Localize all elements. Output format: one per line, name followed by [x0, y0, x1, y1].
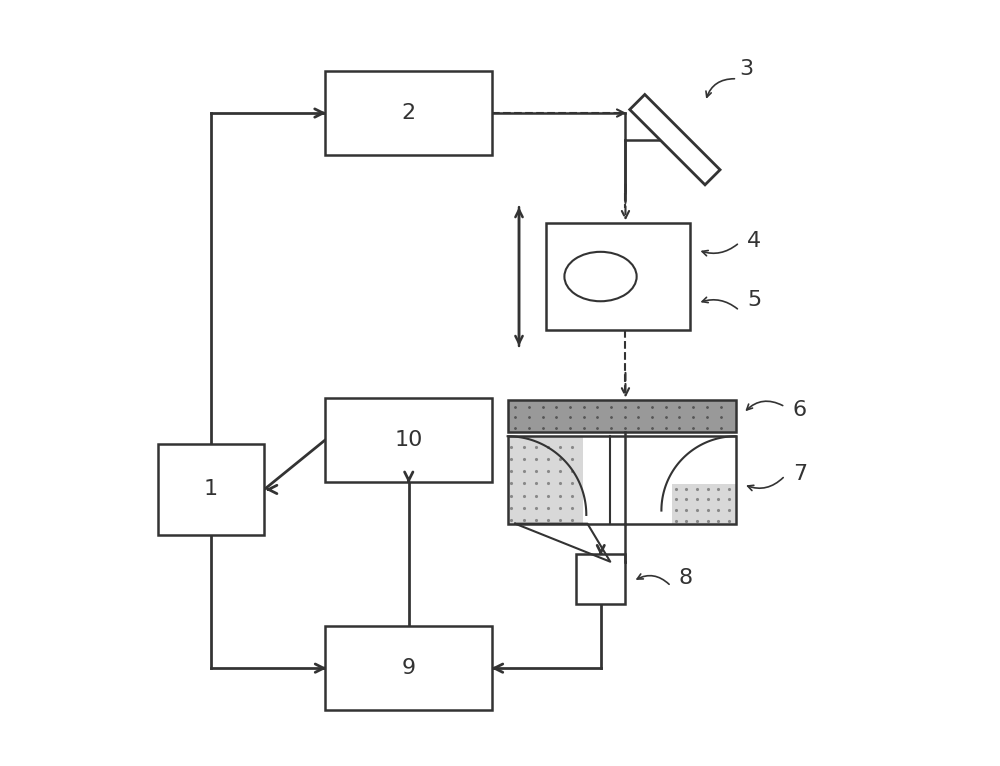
- Polygon shape: [630, 94, 720, 185]
- Text: 7: 7: [793, 464, 807, 484]
- Bar: [325, 71, 492, 155]
- Bar: [508, 436, 736, 524]
- Bar: [158, 444, 264, 535]
- Text: 10: 10: [395, 430, 423, 450]
- Text: 6: 6: [793, 401, 807, 421]
- Ellipse shape: [564, 252, 637, 301]
- Text: 1: 1: [204, 480, 218, 499]
- Text: 5: 5: [747, 290, 761, 310]
- Bar: [576, 554, 625, 604]
- Polygon shape: [672, 484, 736, 524]
- Text: 3: 3: [740, 59, 754, 79]
- Text: 4: 4: [747, 231, 761, 250]
- Text: 9: 9: [402, 658, 416, 678]
- Bar: [583, 436, 736, 524]
- Bar: [325, 398, 492, 482]
- Bar: [325, 627, 492, 710]
- Text: 2: 2: [402, 103, 416, 123]
- Polygon shape: [508, 436, 583, 524]
- Bar: [508, 436, 736, 524]
- Text: 8: 8: [679, 568, 693, 588]
- Bar: [546, 224, 690, 330]
- Bar: [508, 401, 736, 433]
